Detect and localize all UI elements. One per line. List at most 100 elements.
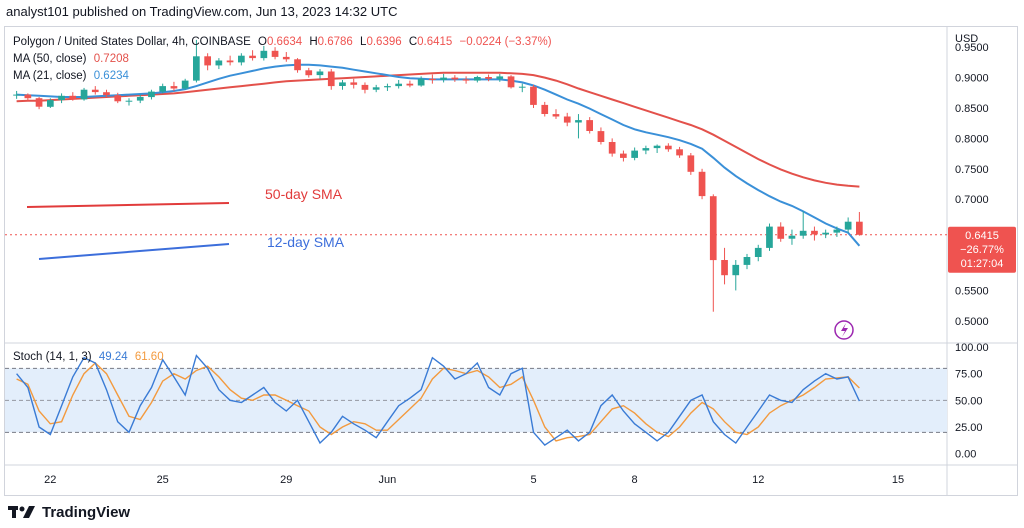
sma50-annotation-line [26, 202, 230, 208]
candle-body [204, 56, 211, 66]
candle [170, 81, 178, 91]
candle [676, 146, 683, 158]
candle-body [294, 59, 301, 71]
sma12-annotation-label: 12-day SMA [267, 234, 345, 250]
candle [721, 247, 728, 285]
candle-body [125, 100, 133, 102]
price-ticks-group: 0.9500 0.9000 0.8500 0.8000 0.7500 0.7000 0.55… [955, 42, 989, 328]
candle [709, 194, 717, 312]
candle-body [13, 94, 20, 96]
legend-ma50-row: MA (50, close) 0.7208 [13, 53, 129, 65]
candle-body [721, 260, 728, 276]
candle [271, 47, 279, 60]
price-tick-label: 0.5000 [955, 316, 989, 328]
candle-body [507, 76, 515, 88]
candle-body [451, 77, 459, 80]
candle [226, 55, 234, 66]
legend-stoch-row: Stoch (14, 1, 3) 49.24 61.60 [13, 351, 164, 363]
stoch-tick-label: 100.00 [955, 342, 989, 354]
legend-stoch-label: Stoch (14, 1, 3) [13, 351, 92, 363]
candle-body [856, 221, 863, 235]
candle [35, 97, 43, 110]
price-tick-label: 0.7500 [955, 164, 989, 176]
candle-body [181, 80, 189, 89]
ma21-line [16, 63, 861, 247]
publish-header: analyst101 published on TradingView.com,… [0, 0, 1024, 24]
candle [24, 93, 32, 101]
sma50-annotation-label: 50-day SMA [265, 186, 343, 202]
candle-body [620, 153, 627, 158]
candle [586, 117, 593, 134]
candle [620, 150, 627, 162]
candle-body [788, 235, 796, 239]
tradingview-logo-icon [8, 504, 36, 520]
candle [361, 82, 369, 94]
candle-body [47, 100, 54, 107]
candle [282, 52, 290, 62]
candle-body [339, 82, 346, 86]
candle [530, 84, 537, 108]
candle-body [563, 116, 571, 123]
lightning-icon[interactable] [834, 320, 854, 340]
candle-body [260, 50, 268, 59]
price-tick-label: 0.9500 [955, 42, 989, 54]
legend-ma21-row: MA (21, close) 0.6234 [13, 70, 129, 82]
candle-body [698, 171, 706, 197]
candle-body [103, 92, 110, 96]
time-axis-label: 15 [892, 474, 904, 486]
candle [238, 53, 245, 66]
candle-body [24, 94, 32, 99]
candle [811, 226, 818, 241]
last-price-badge-bg [948, 226, 1016, 273]
candle-body [249, 55, 256, 59]
ma50-line [16, 71, 860, 188]
legend-h-label: H [309, 36, 317, 48]
tradingview-brand-text: TradingView [42, 503, 131, 521]
candle [608, 138, 616, 157]
legend-open: 0.6634 [267, 36, 303, 48]
candle-body [316, 71, 324, 76]
candle-body [238, 55, 245, 63]
candle [372, 84, 380, 93]
candle-body [417, 78, 425, 86]
stoch-tick-label: 0.00 [955, 449, 976, 461]
candle [417, 76, 425, 87]
ma50-line-group [16, 71, 860, 188]
last-price-change: −26.77% [960, 244, 1004, 256]
candle-body [170, 86, 178, 89]
stoch-k-line [16, 354, 861, 447]
candle [339, 80, 346, 90]
candle-body [440, 77, 447, 80]
candle [462, 76, 470, 84]
candle [822, 229, 829, 239]
candle [327, 69, 335, 90]
legend-change: −0.0224 (−3.37%) [460, 36, 552, 48]
candle-body [271, 50, 279, 57]
legend-l-label: L [360, 36, 367, 48]
price-tick-label: 0.8000 [955, 133, 989, 145]
candle-body [754, 247, 762, 257]
candle-body [552, 114, 560, 117]
candle [260, 45, 268, 61]
chart-frame: 50-day SMA 12-day SMA Polygon / United S… [4, 26, 1018, 496]
price-axis-currency: USD [955, 33, 978, 45]
legend-ma21-label: MA (21, close) [13, 70, 87, 82]
legend-symbol: Polygon / United States Dollar, 4h, COIN… [13, 36, 251, 48]
candle [13, 90, 20, 99]
time-axis-label: 22 [44, 474, 56, 486]
candle-body [687, 155, 695, 172]
sma12-annotation-line [38, 243, 230, 260]
candle [451, 75, 459, 82]
candle-body [136, 97, 144, 101]
price-tick-label: 0.8500 [955, 103, 989, 115]
candle [844, 217, 852, 233]
candle-body [282, 56, 290, 60]
candle [316, 69, 324, 79]
legend-ma21-value: 0.6234 [94, 70, 130, 82]
footer-brand[interactable]: TradingView [8, 500, 130, 524]
candle [204, 53, 211, 71]
candle [642, 145, 650, 155]
candle-body [676, 149, 683, 156]
candle-body [844, 221, 852, 230]
candle [91, 86, 99, 95]
